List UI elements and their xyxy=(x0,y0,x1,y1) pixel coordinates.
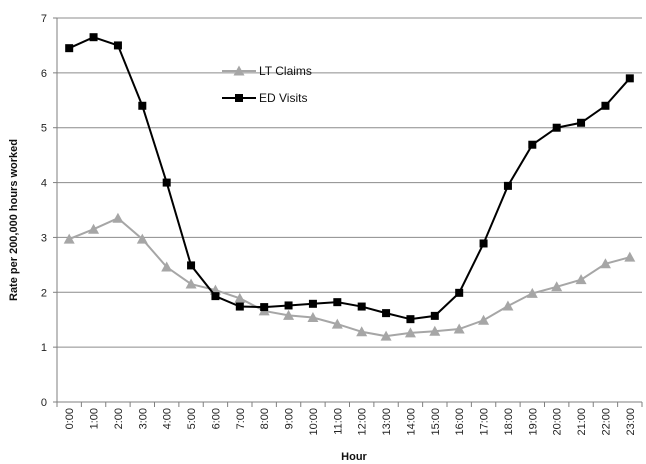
x-tick-label: 9:00 xyxy=(284,408,296,429)
triangle-marker xyxy=(233,65,245,76)
x-tick-label: 18:00 xyxy=(503,408,515,436)
square-marker xyxy=(503,181,512,190)
square-marker xyxy=(455,288,464,297)
y-axis-title: Rate per 200,000 hours worked xyxy=(8,139,20,301)
square-marker xyxy=(65,44,74,53)
legend: LT Claims ED Visits xyxy=(222,64,312,105)
square-marker xyxy=(284,301,293,310)
x-tick-label: 19:00 xyxy=(527,408,539,436)
square-marker xyxy=(406,315,415,324)
y-tick-label: 6 xyxy=(41,68,47,80)
square-marker xyxy=(235,94,243,102)
x-tick-label: 20:00 xyxy=(552,408,564,436)
x-tick-label: 4:00 xyxy=(162,408,174,429)
square-marker xyxy=(552,123,561,132)
square-marker xyxy=(89,33,98,42)
square-marker xyxy=(625,74,634,83)
square-marker xyxy=(528,140,537,149)
legend-item: ED Visits xyxy=(222,91,307,105)
triangle-marker xyxy=(551,281,563,292)
triangle-marker xyxy=(429,325,441,336)
axes xyxy=(53,17,643,407)
square-marker xyxy=(382,309,391,318)
triangle-marker xyxy=(380,330,392,341)
square-marker xyxy=(260,303,269,312)
x-tick-label: 5:00 xyxy=(186,408,198,429)
x-tick-label: 15:00 xyxy=(430,408,442,436)
triangle-marker xyxy=(356,326,368,337)
x-tick-label: 12:00 xyxy=(357,408,369,436)
triangle-marker xyxy=(161,261,173,272)
x-tick-label: 1:00 xyxy=(89,408,101,429)
y-tick-label: 7 xyxy=(41,13,47,25)
square-marker xyxy=(577,118,586,127)
square-marker xyxy=(187,261,196,270)
y-tick-label: 2 xyxy=(41,287,47,299)
y-tick-label: 1 xyxy=(41,342,47,354)
triangle-marker xyxy=(307,312,319,323)
triangle-marker xyxy=(63,233,75,244)
triangle-marker xyxy=(624,251,636,262)
square-marker xyxy=(333,298,342,307)
triangle-marker xyxy=(526,287,538,298)
triangle-marker xyxy=(478,314,490,325)
triangle-marker xyxy=(234,292,246,303)
x-tick-label: 7:00 xyxy=(235,408,247,429)
triangle-marker xyxy=(136,233,148,244)
triangle-marker xyxy=(502,300,514,311)
triangle-marker xyxy=(112,212,124,223)
triangle-marker xyxy=(453,323,465,334)
grid-lines xyxy=(57,17,642,348)
x-tick-label: 3:00 xyxy=(137,408,149,429)
triangle-marker xyxy=(599,258,611,269)
square-marker xyxy=(211,292,220,301)
x-tick-label: 11:00 xyxy=(332,408,344,435)
square-marker xyxy=(601,101,610,110)
y-tick-label: 4 xyxy=(41,178,47,190)
legend-label: LT Claims xyxy=(259,64,312,78)
series-lt-claims xyxy=(63,212,636,341)
x-tick-label: 8:00 xyxy=(259,408,271,429)
x-tick-label: 23:00 xyxy=(625,408,637,436)
series-group xyxy=(63,33,636,341)
triangle-marker xyxy=(331,318,343,329)
y-tick-labels: 0 1 2 3 4 5 6 7 xyxy=(41,13,47,409)
x-tick-label: 22:00 xyxy=(600,408,612,436)
square-marker xyxy=(235,302,244,311)
triangle-marker xyxy=(283,309,295,320)
square-marker xyxy=(479,239,488,248)
series-ed-visits xyxy=(65,33,634,324)
triangle-marker xyxy=(575,274,587,285)
legend-item: LT Claims xyxy=(222,64,312,78)
square-marker xyxy=(113,41,122,50)
x-tick-labels: 0:00 1:00 2:00 3:00 4:00 5:00 6:00 7:00 8:00 9:00… xyxy=(64,408,637,436)
y-tick-label: 3 xyxy=(41,232,47,244)
triangle-marker xyxy=(404,327,416,338)
y-tick-label: 5 xyxy=(41,123,47,135)
y-tick-label: 0 xyxy=(41,397,47,409)
x-tick-label: 0:00 xyxy=(64,408,76,429)
triangle-marker xyxy=(185,278,197,289)
x-tick-label: 14:00 xyxy=(405,408,417,436)
series-line xyxy=(68,217,631,338)
series-line xyxy=(68,36,631,321)
x-tick-label: 21:00 xyxy=(576,408,588,436)
triangle-marker xyxy=(88,223,100,234)
x-tick-label: 16:00 xyxy=(454,408,466,436)
x-tick-label: 10:00 xyxy=(308,408,320,436)
x-tick-label: 13:00 xyxy=(381,408,393,436)
x-tick-label: 6:00 xyxy=(210,408,222,429)
square-marker xyxy=(162,178,171,187)
x-tick-label: 2:00 xyxy=(113,408,125,429)
square-marker xyxy=(308,299,317,308)
square-marker xyxy=(357,302,366,311)
x-tick-label: 17:00 xyxy=(479,408,491,436)
x-axis-title: Hour xyxy=(341,451,367,463)
legend-label: ED Visits xyxy=(259,91,307,105)
square-marker xyxy=(138,101,147,110)
square-marker xyxy=(430,311,439,320)
